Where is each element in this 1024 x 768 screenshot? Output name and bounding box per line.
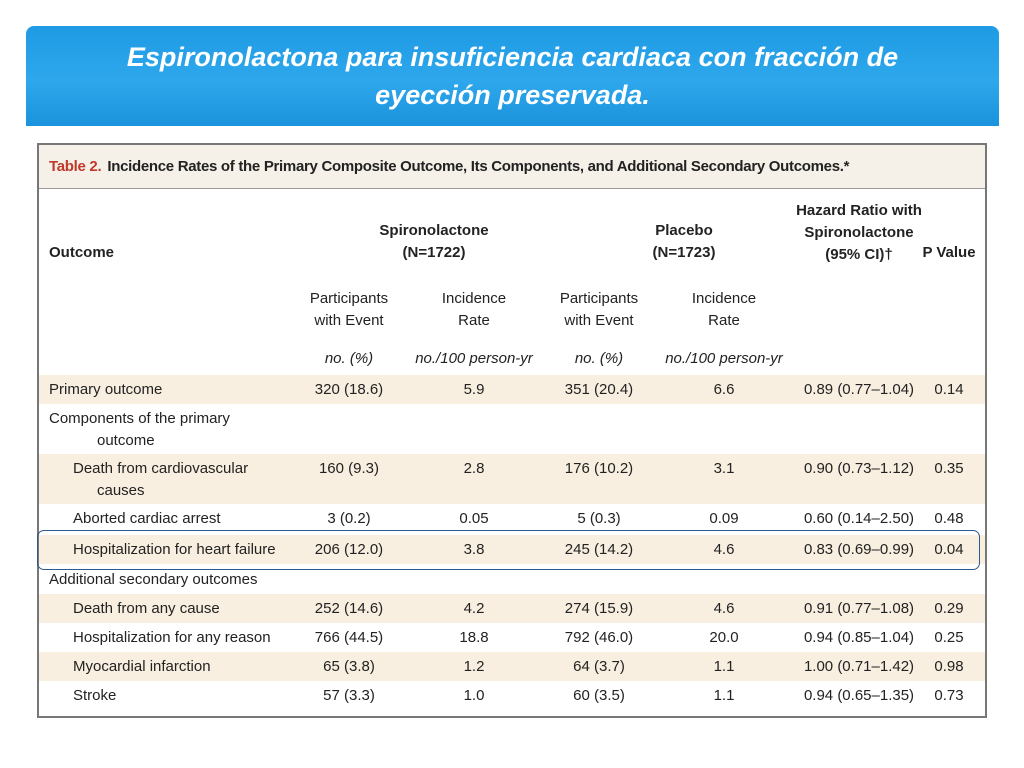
p-value: 0.29: [934, 600, 964, 617]
hazard-ratio: 0.91 (0.77–1.08): [803, 600, 915, 617]
hazard-ratio: 0.60 (0.14–2.50): [803, 510, 915, 527]
spiro-events: 206 (12.0): [314, 541, 384, 558]
row-label: Aborted cardiac arrest: [73, 510, 221, 527]
placebo-rate: 1.1: [713, 687, 735, 704]
p-value: 0.14: [934, 381, 964, 398]
spiro-rate: 1.2: [463, 658, 485, 675]
row-label: Death from any cause: [73, 600, 220, 617]
table-row: Hospitalization for any reason 766 (44.5…: [39, 623, 985, 652]
highlight-box: [37, 530, 980, 570]
row-label: Hospitalization for heart failure: [73, 541, 276, 558]
table-row: Additional secondary outcomes: [39, 565, 985, 594]
p-value: 0.73: [934, 687, 964, 704]
spiro-rate: 4.2: [463, 600, 485, 617]
table-caption-text: Incidence Rates of the Primary Composite…: [107, 158, 850, 175]
placebo-events: 274 (15.9): [564, 600, 634, 617]
subheader-placebo-incidence: Incidence Rate: [691, 290, 757, 329]
spiro-events: 320 (18.6): [314, 381, 384, 398]
unit-placebo-rate: no./100 person-yr: [665, 350, 783, 367]
hazard-ratio: 0.90 (0.73–1.12): [803, 460, 915, 477]
unit-spiro-rate: no./100 person-yr: [415, 350, 533, 367]
row-label: Additional secondary outcomes: [49, 571, 258, 588]
placebo-rate: 4.6: [713, 600, 735, 617]
placebo-rate: 4.6: [713, 541, 735, 558]
header-hazard-ratio: Hazard Ratio with Spironolactone (95% CI…: [796, 202, 922, 263]
header-placebo: Placebo (N=1723): [652, 222, 716, 261]
table-row: Myocardial infarction 65 (3.8) 1.2 64 (3…: [39, 652, 985, 681]
outcomes-table: Table 2. Incidence Rates of the Primary …: [37, 143, 987, 718]
hazard-ratio: 0.89 (0.77–1.04): [803, 381, 915, 398]
table-row: Stroke 57 (3.3) 1.0 60 (3.5) 1.1 0.94 (0…: [39, 681, 985, 710]
placebo-events: 245 (14.2): [564, 541, 634, 558]
header-spironolactone: Spironolactone (N=1722): [379, 222, 489, 261]
spiro-rate: 5.9: [463, 381, 485, 398]
placebo-rate: 20.0: [709, 629, 739, 646]
spiro-events: 65 (3.8): [323, 658, 375, 675]
placebo-rate: 0.09: [709, 510, 739, 527]
spiro-rate: 2.8: [463, 460, 485, 477]
table-row: Death from any cause 252 (14.6) 4.2 274 …: [39, 594, 985, 623]
placebo-rate: 1.1: [713, 658, 735, 675]
subheader-placebo-participants: Participants with Event: [559, 290, 639, 329]
table-row: Components of the primary outcome: [39, 404, 985, 454]
table-number: Table 2.: [49, 158, 102, 175]
row-label: Hospitalization for any reason: [73, 629, 271, 646]
spiro-events: 252 (14.6): [314, 600, 384, 617]
hazard-ratio: 0.94 (0.65–1.35): [803, 687, 915, 704]
hazard-ratio: 0.94 (0.85–1.04): [803, 629, 915, 646]
row-label: Components of the primary outcome: [49, 410, 230, 449]
placebo-rate: 6.6: [713, 381, 735, 398]
subheader-spiro-participants: Participants with Event: [309, 290, 389, 329]
table-row: Death from cardiovascular causes 160 (9.…: [39, 454, 985, 504]
table-row: Aborted cardiac arrest 3 (0.2) 0.05 5 (0…: [39, 504, 985, 533]
header-p-value: P Value: [922, 244, 976, 261]
spiro-events: 57 (3.3): [323, 687, 375, 704]
p-value: 0.25: [934, 629, 964, 646]
unit-placebo-events: no. (%): [574, 350, 624, 367]
placebo-events: 5 (0.3): [577, 510, 621, 527]
spiro-events: 766 (44.5): [314, 629, 384, 646]
hazard-ratio: 1.00 (0.71–1.42): [803, 658, 915, 675]
spiro-rate: 0.05: [459, 510, 489, 527]
row-label: Myocardial infarction: [73, 658, 211, 675]
placebo-events: 60 (3.5): [573, 687, 625, 704]
placebo-rate: 3.1: [713, 460, 735, 477]
placebo-events: 64 (3.7): [573, 658, 625, 675]
p-value: 0.35: [934, 460, 964, 477]
header-outcome: Outcome: [49, 244, 115, 261]
row-label: Stroke: [73, 687, 117, 704]
spiro-events: 3 (0.2): [327, 510, 371, 527]
slide-title: Espironolactona para insuficiencia cardi…: [126, 42, 899, 110]
unit-spiro-events: no. (%): [324, 350, 374, 367]
table-row: Primary outcome 320 (18.6) 5.9 351 (20.4…: [39, 375, 985, 404]
spiro-rate: 3.8: [463, 541, 485, 558]
p-value: 0.04: [934, 541, 964, 558]
subheader-spiro-incidence: Incidence Rate: [441, 290, 507, 329]
placebo-events: 351 (20.4): [564, 381, 634, 398]
spiro-events: 160 (9.3): [318, 460, 380, 477]
placebo-events: 792 (46.0): [564, 629, 634, 646]
table-row-highlighted: Hospitalization for heart failure 206 (1…: [39, 535, 985, 564]
row-label: Death from cardiovascular causes: [73, 460, 249, 499]
hazard-ratio: 0.83 (0.69–0.99): [803, 541, 915, 558]
table-caption: Table 2. Incidence Rates of the Primary …: [39, 145, 985, 189]
row-label: Primary outcome: [49, 381, 163, 398]
spiro-rate: 18.8: [459, 629, 489, 646]
placebo-events: 176 (10.2): [564, 460, 634, 477]
spiro-rate: 1.0: [463, 687, 485, 704]
p-value: 0.98: [934, 658, 964, 675]
p-value: 0.48: [934, 510, 964, 527]
title-banner: Espironolactona para insuficiencia cardi…: [26, 26, 999, 126]
